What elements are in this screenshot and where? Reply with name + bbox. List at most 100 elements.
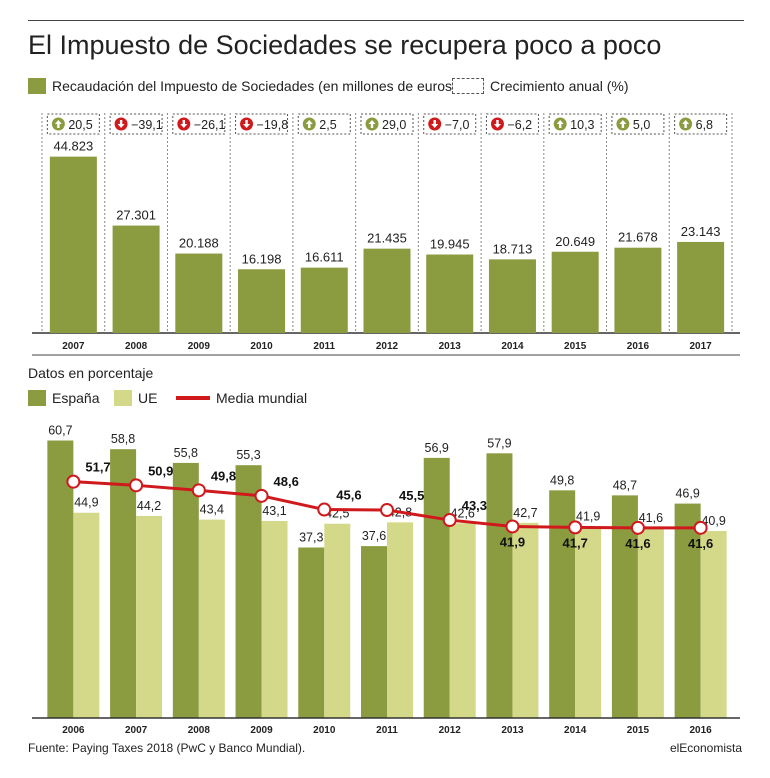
point-media-mundial-2015	[630, 520, 645, 535]
label-espana-2012: 56,9	[425, 441, 449, 455]
growth-icon-arrow	[682, 120, 690, 128]
bar-recaudacion-2017	[677, 241, 725, 333]
label-media-mundial-2012: 43,3	[462, 498, 487, 513]
label-media-mundial-2014: 41,7	[563, 535, 588, 550]
tick-label-2010: 2010	[250, 341, 273, 352]
bar-recaudacion-2008	[112, 225, 160, 333]
legend-swatch-crecimiento	[452, 78, 484, 94]
growth-icon-arrow	[243, 120, 251, 128]
label-espana-2015: 48,7	[613, 478, 637, 492]
bar-recaudacion-2016	[614, 247, 662, 333]
bar-ue-2010	[324, 523, 351, 718]
tick-label-2006: 2006	[62, 725, 85, 736]
growth-icon-arrow	[305, 120, 313, 128]
tick-label-2008: 2008	[188, 725, 211, 736]
bar-espana-2011	[361, 546, 387, 718]
bar-label-2013: 19.945	[430, 237, 470, 252]
bar-label-2014: 18.713	[493, 241, 533, 256]
bar-ue-2012	[449, 523, 476, 718]
source-note: Fuente: Paying Taxes 2018 (PwC y Banco M…	[28, 741, 306, 755]
growth-label-2011: 2,5	[319, 118, 336, 132]
arrow-down-circle-icon	[114, 117, 128, 131]
legend-item-crecimiento: Crecimiento anual (%)	[452, 78, 629, 94]
tick-label-2017: 2017	[690, 341, 713, 352]
label-media-mundial-2015: 41,6	[625, 536, 650, 551]
legend-swatch-media-mundial	[176, 396, 210, 400]
bar-espana-2008	[172, 462, 199, 718]
label-ue-2006: 44,9	[74, 496, 98, 510]
growth-icon-arrow	[368, 120, 376, 128]
bar-label-2017: 23.143	[681, 224, 721, 239]
bar-ue-2011	[387, 522, 413, 718]
page-title: El Impuesto de Sociedades se recupera po…	[28, 30, 662, 60]
growth-icon-arrow	[54, 120, 62, 128]
growth-label-2013: −7,0	[445, 118, 470, 132]
label-ue-2014: 41,9	[576, 509, 600, 523]
legend-item-ue: UE	[114, 390, 157, 406]
point-media-mundial-2010	[317, 502, 332, 517]
tick-label-2015: 2015	[627, 725, 650, 736]
bar-ue-2014	[575, 526, 602, 718]
legend-swatch-recaudacion	[28, 78, 46, 94]
tick-label-2011: 2011	[376, 725, 398, 736]
label-espana-2006: 60,7	[48, 424, 72, 438]
tick-label-2012: 2012	[376, 341, 399, 352]
bar-recaudacion-2009	[175, 253, 223, 333]
bar-ue-2007	[136, 515, 163, 718]
bar-recaudacion-2007	[49, 156, 97, 333]
growth-label-2016: 5,0	[633, 118, 650, 132]
growth-label-2014: −6,2	[507, 118, 532, 132]
tick-label-2007: 2007	[62, 341, 85, 352]
legend-item-recaudacion: Recaudación del Impuesto de Sociedades (…	[28, 78, 457, 94]
bar-recaudacion-2015	[551, 251, 599, 333]
growth-label-2015: 10,3	[570, 118, 594, 132]
label-espana-2011: 37,6	[362, 529, 386, 543]
tick-label-2013: 2013	[439, 341, 462, 352]
growth-label-2008: −39,1	[131, 118, 163, 132]
arrow-down-circle-icon	[428, 117, 442, 131]
bar-espana-2013	[486, 453, 513, 718]
label-media-mundial-2013: 41,9	[500, 534, 525, 549]
bar-ue-2016	[700, 531, 727, 718]
legend-item-media-mundial: Media mundial	[176, 390, 307, 406]
bar-recaudacion-2010	[238, 269, 286, 333]
bar-ue-2006	[73, 512, 100, 718]
tick-label-2016: 2016	[690, 725, 713, 736]
growth-label-2012: 29,0	[382, 118, 406, 132]
point-media-mundial-2012	[442, 513, 457, 528]
growth-icon-arrow	[117, 120, 125, 128]
arrow-down-circle-icon	[240, 117, 254, 131]
growth-icon-arrow	[431, 120, 439, 128]
legend-item-espana: España	[28, 390, 99, 406]
bar-label-2015: 20.649	[555, 234, 595, 249]
label-ue-2013: 42,7	[513, 506, 537, 520]
tick-label-2011: 2011	[313, 341, 335, 352]
growth-label-2007: 20,5	[68, 118, 92, 132]
tick-label-2007: 2007	[125, 725, 148, 736]
label-espana-2014: 49,8	[550, 473, 574, 487]
arrow-up-circle-icon	[679, 117, 693, 131]
point-media-mundial-2016	[693, 520, 708, 535]
bar-espana-2012	[423, 457, 450, 718]
label-espana-2009: 55,3	[236, 448, 260, 462]
bar-recaudacion-2013	[426, 254, 474, 333]
label-espana-2010: 37,3	[299, 530, 323, 544]
bar-label-2010: 16.198	[242, 251, 282, 266]
arrow-down-circle-icon	[177, 117, 191, 131]
arrow-up-circle-icon	[616, 117, 630, 131]
label-media-mundial-2008: 49,8	[211, 468, 236, 483]
arrow-down-circle-icon	[490, 117, 504, 131]
label-media-mundial-2010: 45,6	[336, 488, 361, 503]
bar-label-2007: 44.823	[53, 139, 93, 154]
tick-label-2015: 2015	[564, 341, 587, 352]
legend-label-espana: España	[52, 390, 100, 406]
growth-icon-arrow	[619, 120, 627, 128]
growth-icon-arrow	[493, 120, 501, 128]
point-media-mundial-2014	[568, 520, 583, 535]
label-ue-2015: 41,6	[639, 511, 663, 525]
tick-label-2014: 2014	[564, 725, 587, 736]
bar-label-2008: 27.301	[116, 208, 156, 223]
tick-label-2009: 2009	[250, 725, 273, 736]
point-media-mundial-2009	[254, 488, 269, 503]
